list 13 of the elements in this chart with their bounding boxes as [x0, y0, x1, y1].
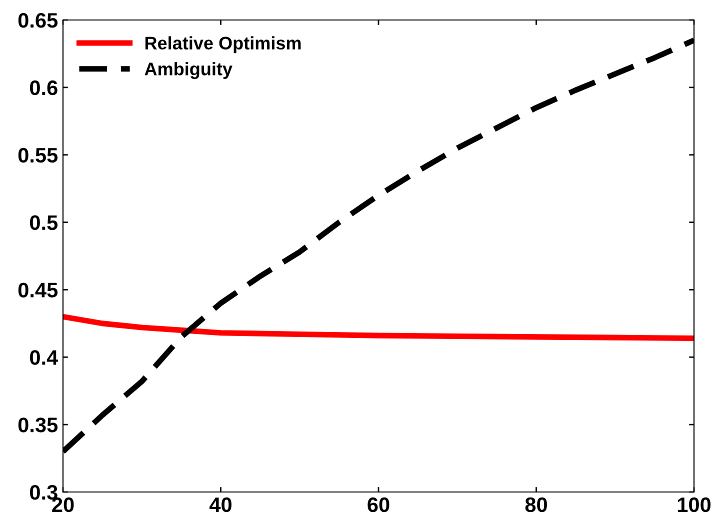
x-tick-label: 40 — [209, 497, 232, 512]
y-tick-label: 0.65 — [18, 13, 58, 28]
y-tick-label: 0.4 — [30, 350, 58, 365]
y-tick-label: 0.5 — [30, 215, 58, 230]
y-tick-label: 0.45 — [18, 282, 58, 298]
legend-label: Ambiguity — [144, 62, 232, 80]
legend-label: Relative Optimism — [145, 36, 301, 54]
x-tick-label: 100 — [678, 497, 711, 512]
y-tick-label: 0.6 — [30, 80, 58, 96]
y-tick-label: 0.55 — [18, 148, 58, 163]
y-tick-label: 0.35 — [18, 418, 58, 432]
x-tick-label: 60 — [368, 497, 390, 512]
x-tick-label: 80 — [525, 497, 547, 512]
